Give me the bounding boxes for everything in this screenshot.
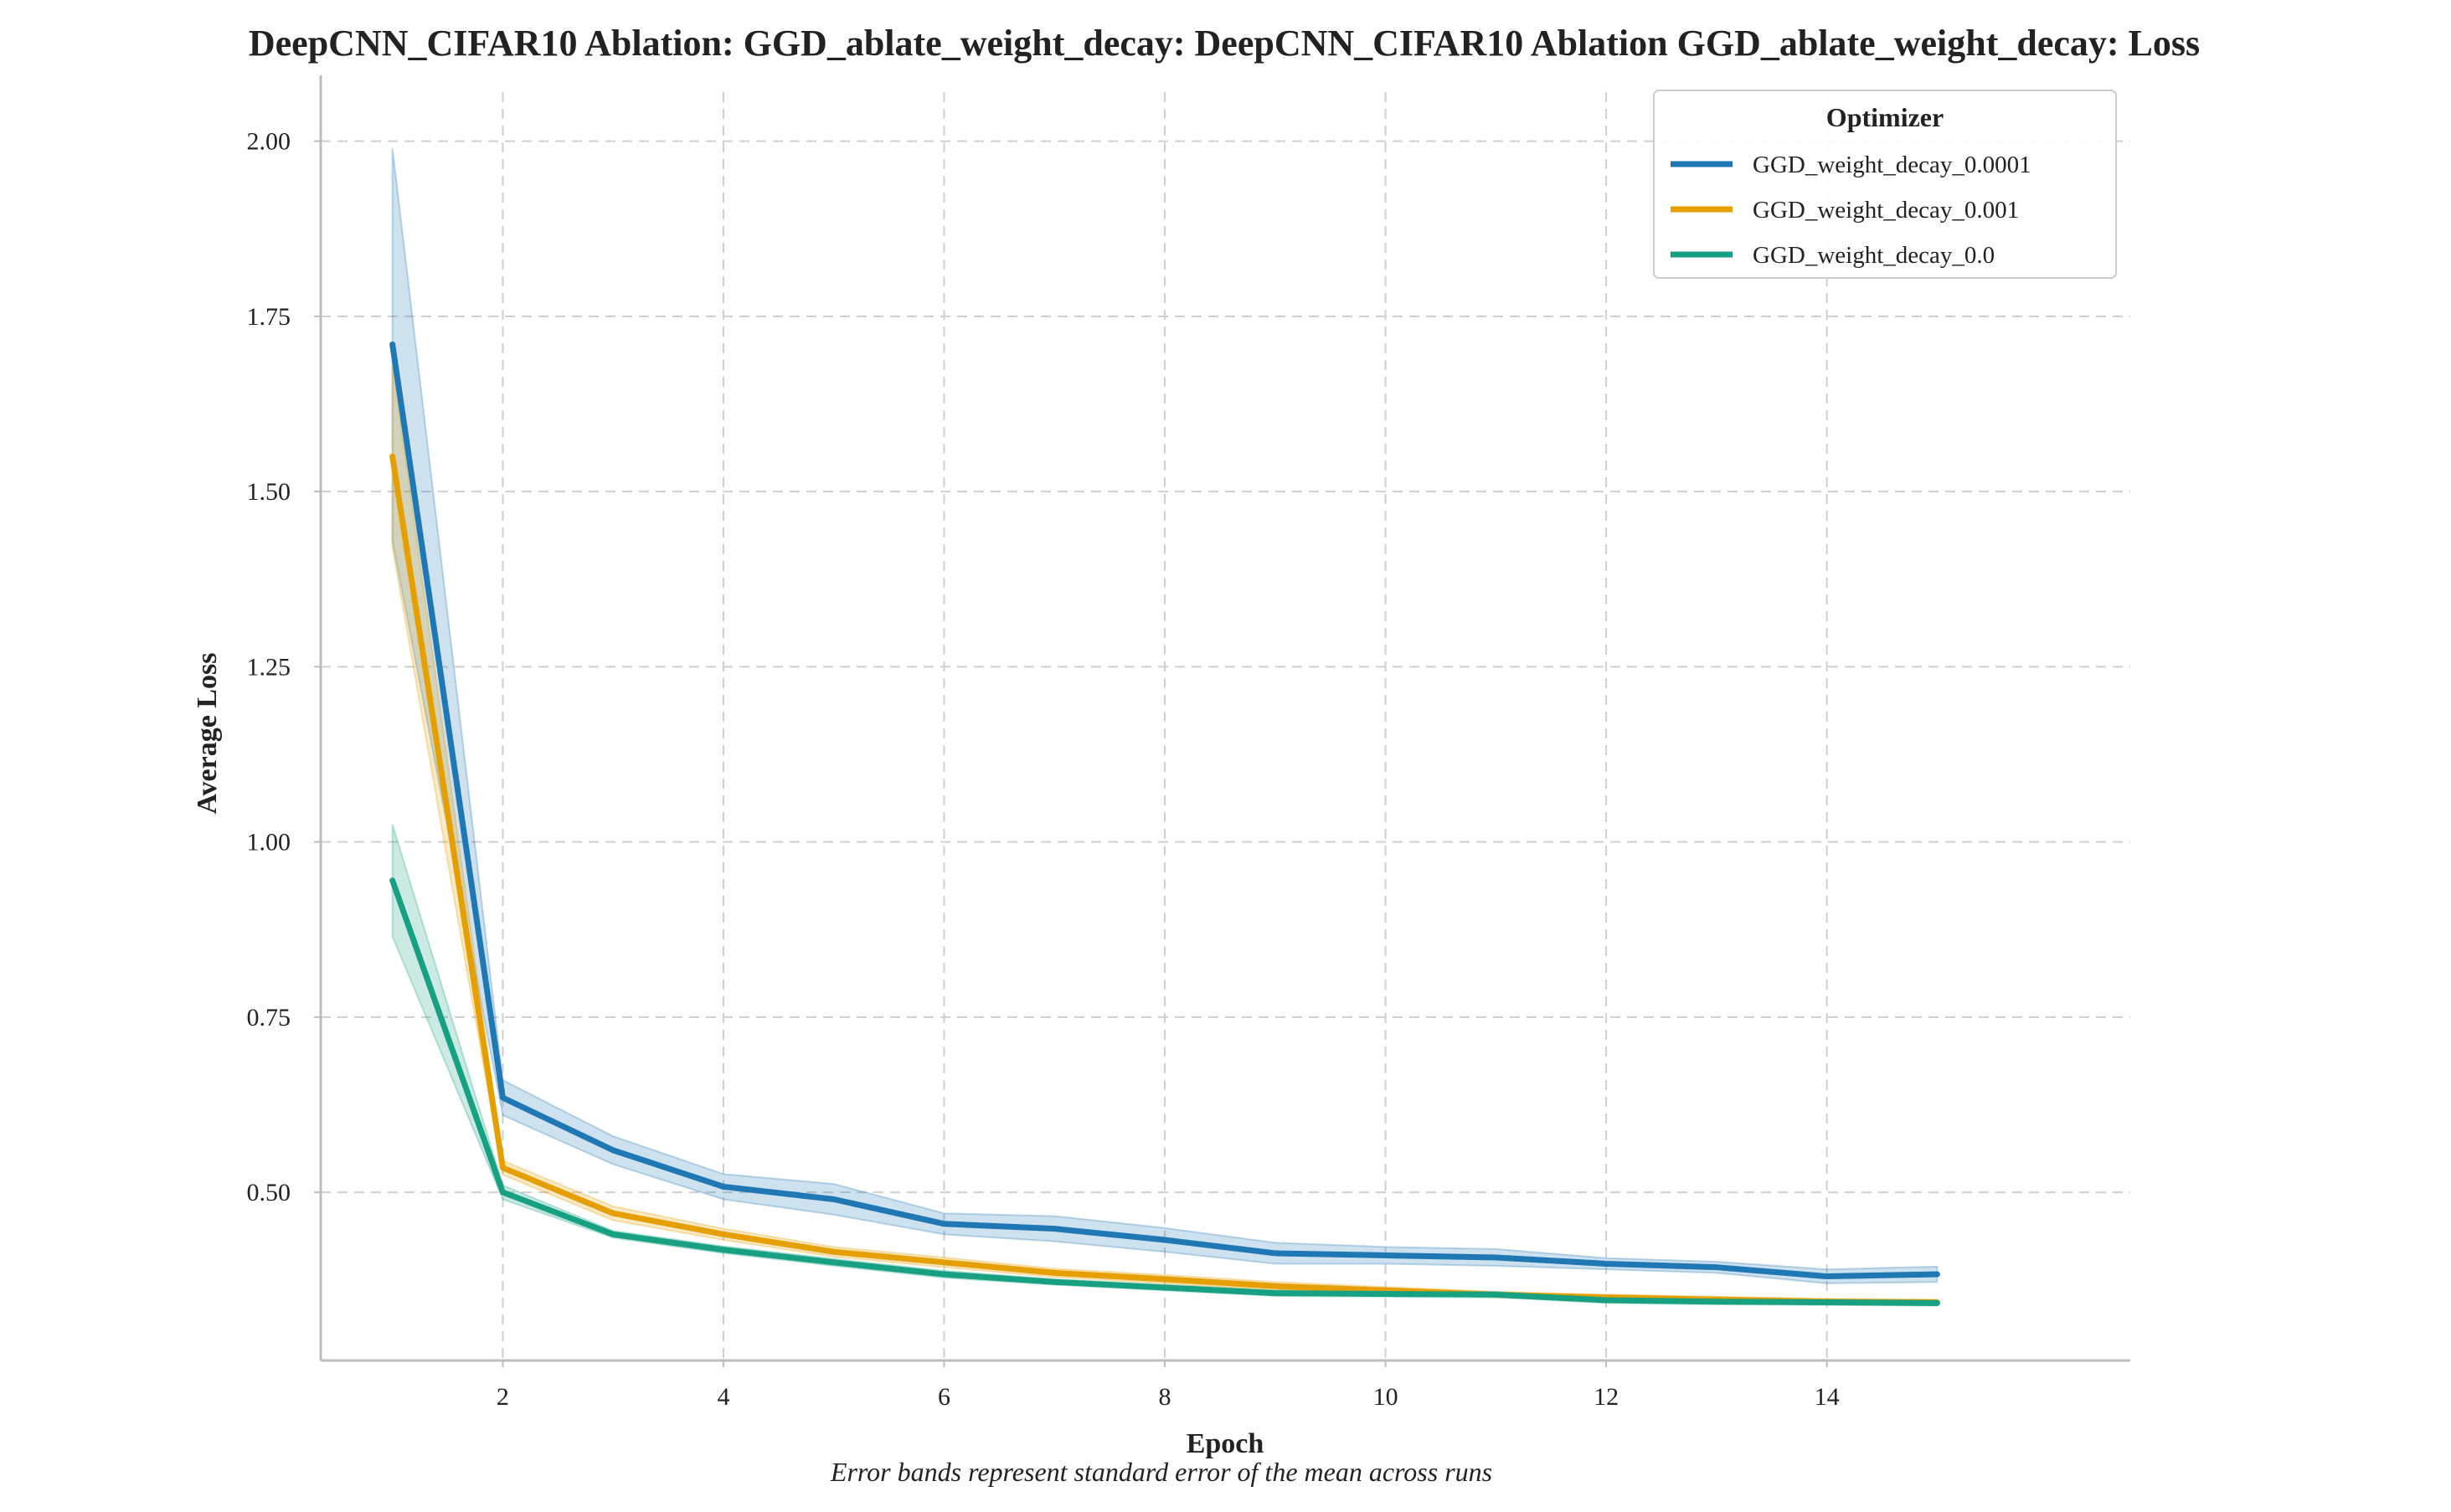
- y-axis-label: Average Loss: [192, 653, 223, 815]
- axes: [319, 75, 2130, 1362]
- y-tick-label: 0.50: [247, 1179, 291, 1206]
- legend-frame: [1653, 90, 2117, 279]
- grid: [321, 92, 2130, 1360]
- y-tick-label: 2.00: [247, 128, 291, 156]
- error-band-0: [391, 147, 1939, 1284]
- x-axis-label: Epoch: [1187, 1428, 1264, 1459]
- x-tick-label: 14: [1815, 1383, 1840, 1411]
- x-tick-label: 10: [1373, 1383, 1398, 1411]
- x-tick-label: 6: [938, 1383, 950, 1411]
- chart-title: DeepCNN_CIFAR10 Ablation: GGD_ablate_wei…: [249, 23, 2200, 64]
- legend-label: GGD_weight_decay_0.0001: [1753, 152, 2031, 178]
- y-tick-label: 0.75: [247, 1004, 291, 1031]
- legend-label: GGD_weight_decay_0.0: [1753, 242, 1995, 269]
- y-tick-label: 1.00: [247, 829, 291, 856]
- y-tick-label: 1.50: [247, 478, 291, 506]
- chart-caption: Error bands represent standard error of …: [830, 1457, 1492, 1487]
- tick-labels: 2 4 6 8 10 12 14 0.50 0.75 1.00 1.25 1.50 1.75 2.00: [247, 128, 1840, 1411]
- series-line-0: [389, 341, 1940, 1280]
- legend: Optimizer GGD_weight_decay_0.0001 GGD_wei…: [1653, 90, 2117, 279]
- x-tick-label: 4: [717, 1383, 729, 1411]
- legend-title: Optimizer: [1826, 102, 1944, 132]
- x-tick-label: 8: [1159, 1383, 1171, 1411]
- x-tick-label: 12: [1594, 1383, 1619, 1411]
- series-lines: [389, 341, 1940, 1306]
- x-tick-label: 2: [497, 1383, 509, 1411]
- y-tick-label: 1.25: [247, 653, 291, 681]
- y-tick-label: 1.75: [247, 303, 291, 331]
- legend-label: GGD_weight_decay_0.001: [1753, 197, 2019, 224]
- series-line-2: [389, 877, 1940, 1306]
